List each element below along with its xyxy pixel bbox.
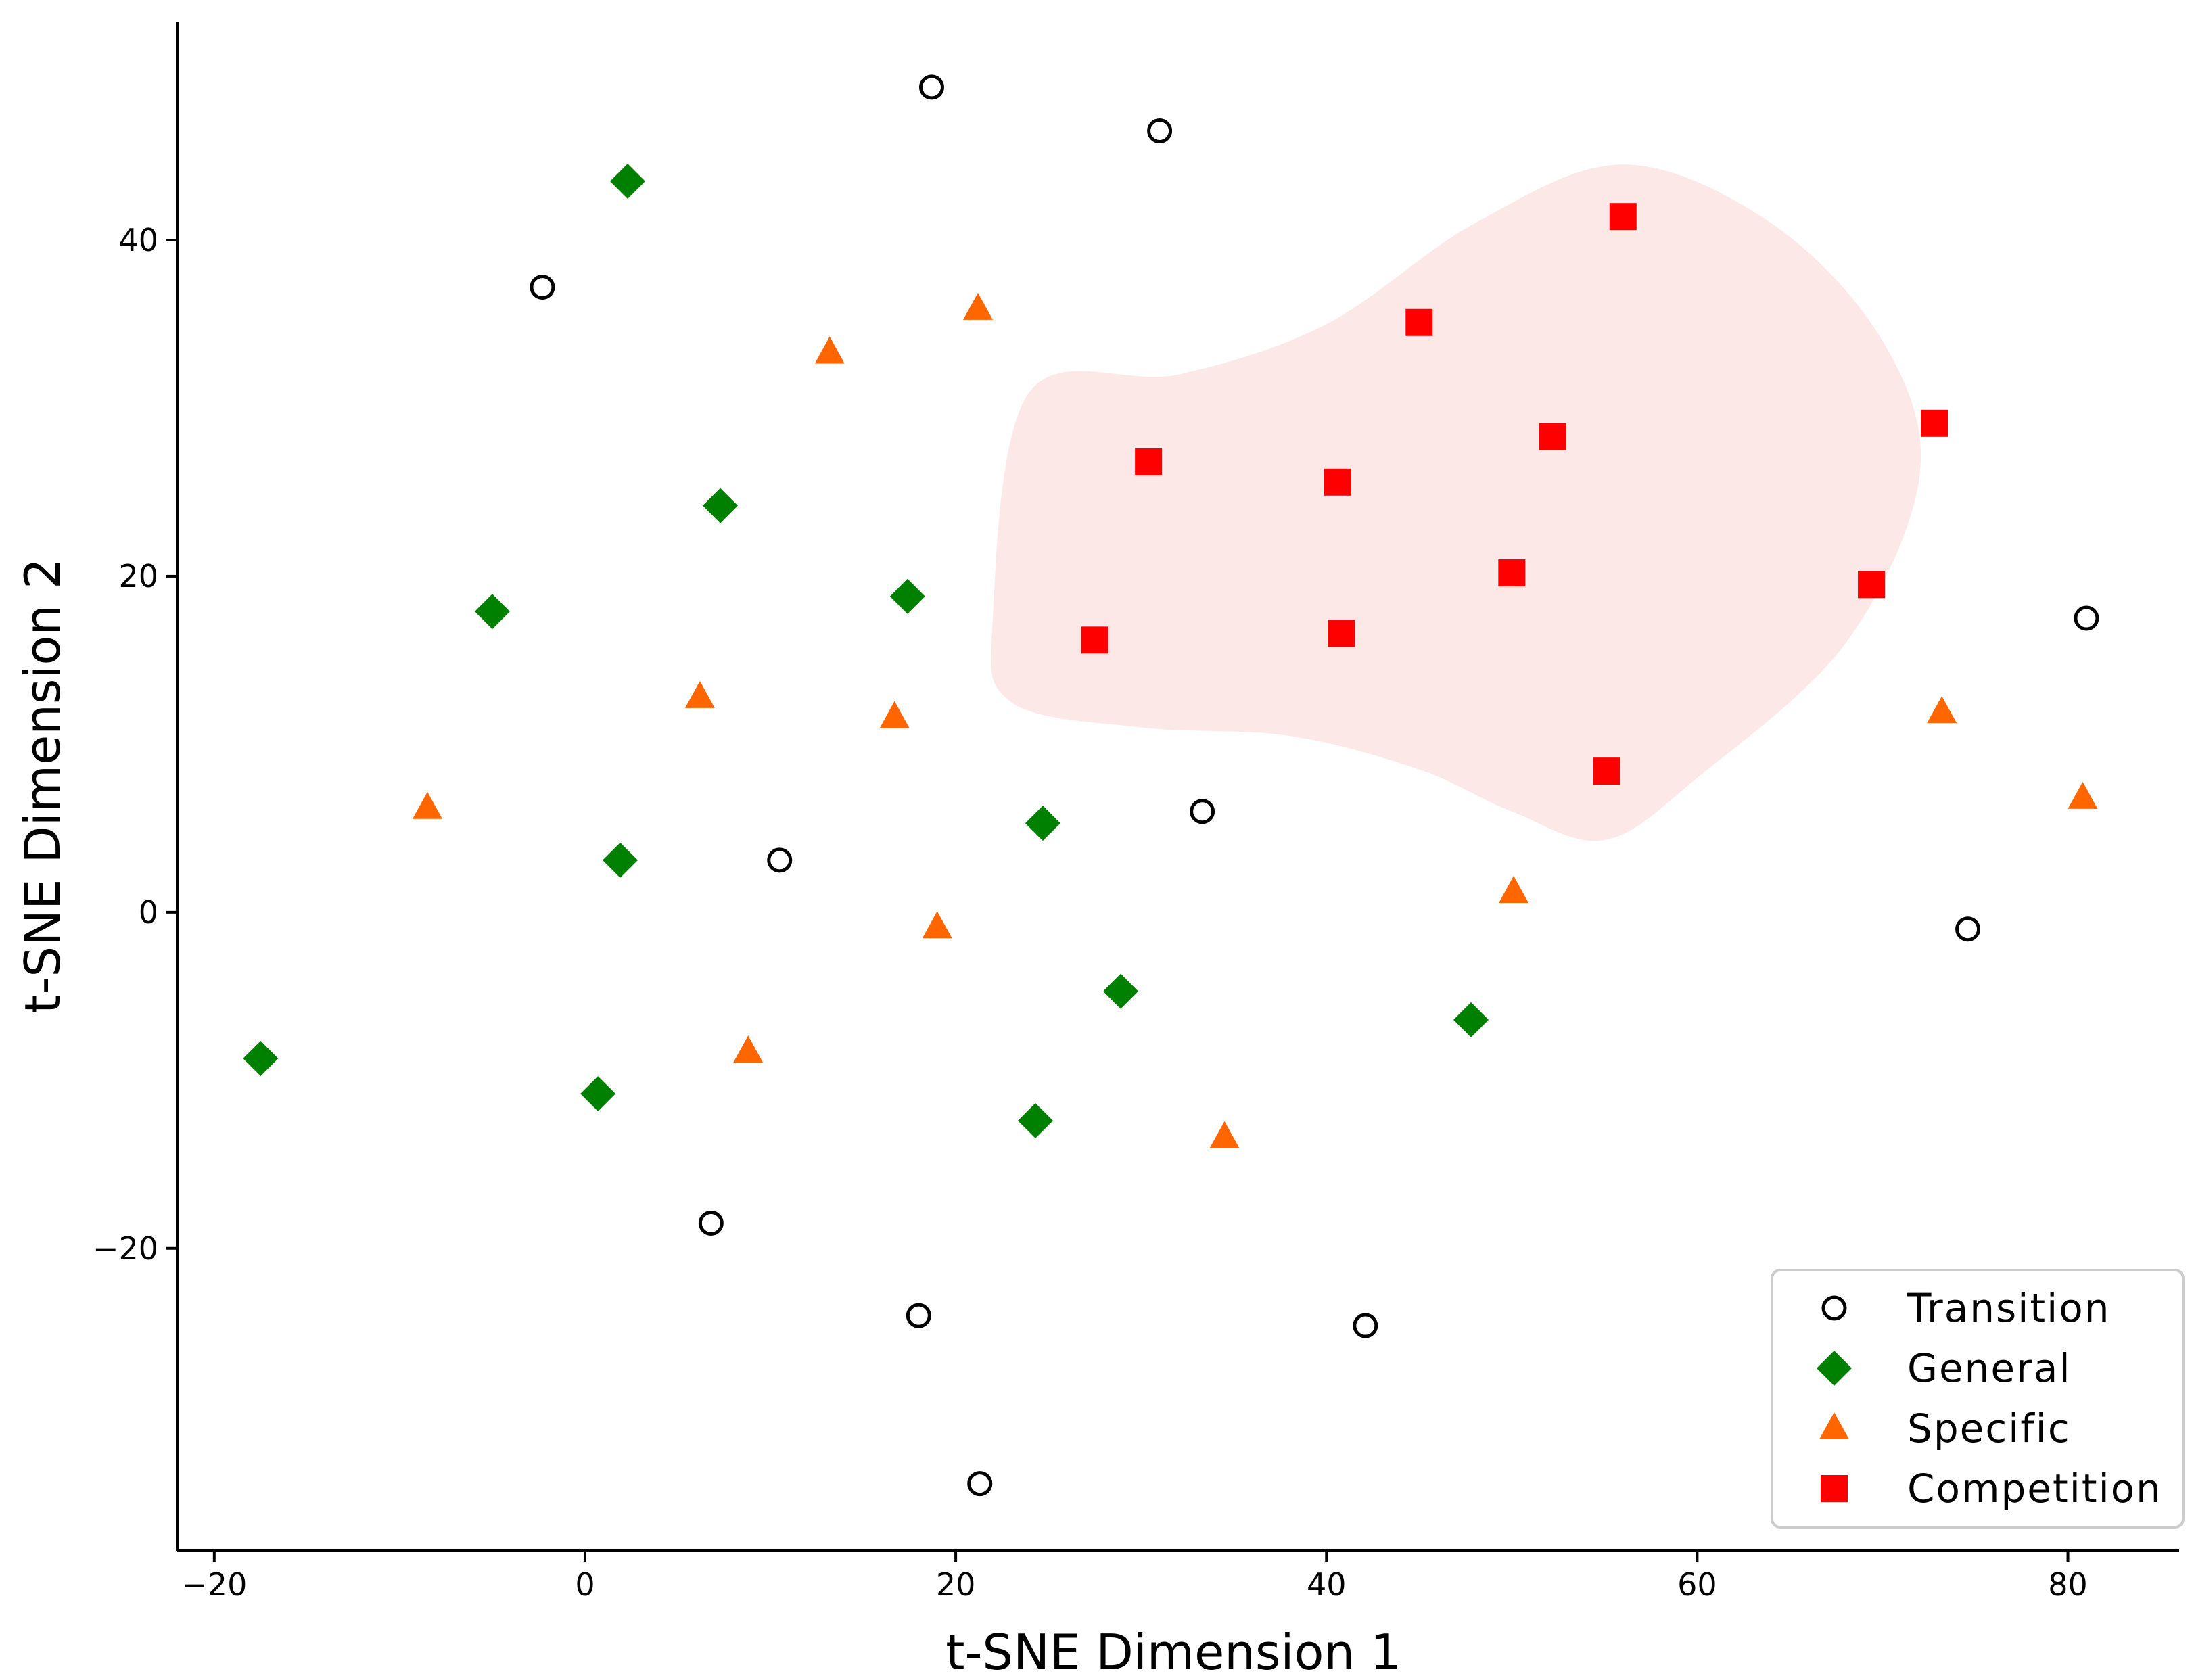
general-point xyxy=(580,1076,616,1112)
legend-label-specific: Specific xyxy=(1907,1405,2071,1451)
legend-marker-general xyxy=(1817,1351,1852,1386)
general-point xyxy=(889,578,925,614)
general-point xyxy=(1453,1002,1489,1037)
y-tick-label: −20 xyxy=(93,1230,158,1267)
general-point xyxy=(610,164,645,200)
specific-point xyxy=(1209,1121,1240,1148)
competition-point xyxy=(1921,409,1948,437)
legend-marker-specific xyxy=(1819,1412,1849,1439)
competition-point xyxy=(1135,448,1163,475)
data-points xyxy=(243,74,2099,1497)
x-tick-label: 80 xyxy=(2048,1566,2088,1603)
legend-marker-competition xyxy=(1821,1475,1848,1502)
general-point xyxy=(1103,973,1139,1009)
competition-point xyxy=(1324,468,1351,496)
x-tick-label: 60 xyxy=(1677,1566,1717,1603)
general-point xyxy=(1017,1102,1053,1138)
cluster-region-shape xyxy=(990,164,1921,841)
specific-point xyxy=(1499,876,1529,904)
transition-point xyxy=(1190,799,1215,824)
transition-point xyxy=(1147,118,1173,143)
general-point xyxy=(1025,806,1060,841)
specific-point xyxy=(879,701,910,728)
competition-point xyxy=(1858,571,1886,599)
y-tick-label: 40 xyxy=(118,222,158,258)
competition-point xyxy=(1593,757,1620,785)
specific-point xyxy=(2068,781,2098,809)
transition-point xyxy=(906,1303,931,1328)
specific-point xyxy=(963,292,993,320)
y-axis-label: t-SNE Dimension 2 xyxy=(14,558,71,1014)
competition-cluster-region xyxy=(990,164,1921,841)
x-tick-label: 40 xyxy=(1307,1566,1347,1603)
specific-point xyxy=(413,791,442,819)
transition-point xyxy=(1353,1313,1378,1338)
y-tick-label: 20 xyxy=(118,558,158,594)
general-point xyxy=(474,594,510,630)
x-tick-label: 20 xyxy=(936,1566,976,1603)
general-point xyxy=(603,842,638,878)
specific-point xyxy=(684,680,715,708)
transition-point xyxy=(918,74,944,100)
transition-point xyxy=(1955,916,1981,942)
x-tick-label: −20 xyxy=(181,1566,247,1603)
competition-point xyxy=(1328,620,1355,647)
x-axis-label: t-SNE Dimension 1 xyxy=(946,1624,1401,1680)
general-point xyxy=(243,1041,279,1077)
legend: Transition General Specific Competition xyxy=(1771,1269,2185,1529)
specific-point xyxy=(1927,696,1957,724)
competition-point xyxy=(1539,423,1566,450)
competition-point xyxy=(1609,203,1637,231)
transition-point xyxy=(967,1471,993,1497)
specific-point xyxy=(733,1035,764,1063)
legend-box xyxy=(1771,1269,2185,1529)
legend-markers xyxy=(1817,1295,1852,1502)
y-tick-label: 0 xyxy=(139,894,158,931)
specific-point xyxy=(814,336,845,364)
competition-point xyxy=(1498,559,1526,586)
competition-point xyxy=(1081,626,1108,654)
axes xyxy=(176,22,2179,1552)
specific-point xyxy=(922,911,952,939)
legend-label-transition: Transition xyxy=(1907,1285,2110,1331)
general-point xyxy=(703,488,739,523)
x-tick-label: 0 xyxy=(575,1566,594,1603)
legend-marker-transition xyxy=(1821,1295,1847,1321)
x-ticks: −20 0 20 40 60 80 xyxy=(181,1551,2088,1603)
y-ticks: −20 0 20 40 xyxy=(93,222,177,1267)
legend-label-general: General xyxy=(1907,1345,2072,1391)
competition-point xyxy=(1405,308,1433,336)
transition-point xyxy=(2074,605,2099,631)
transition-point xyxy=(530,275,555,300)
transition-point xyxy=(767,847,793,873)
transition-point xyxy=(698,1211,724,1236)
legend-label-competition: Competition xyxy=(1907,1466,2162,1512)
